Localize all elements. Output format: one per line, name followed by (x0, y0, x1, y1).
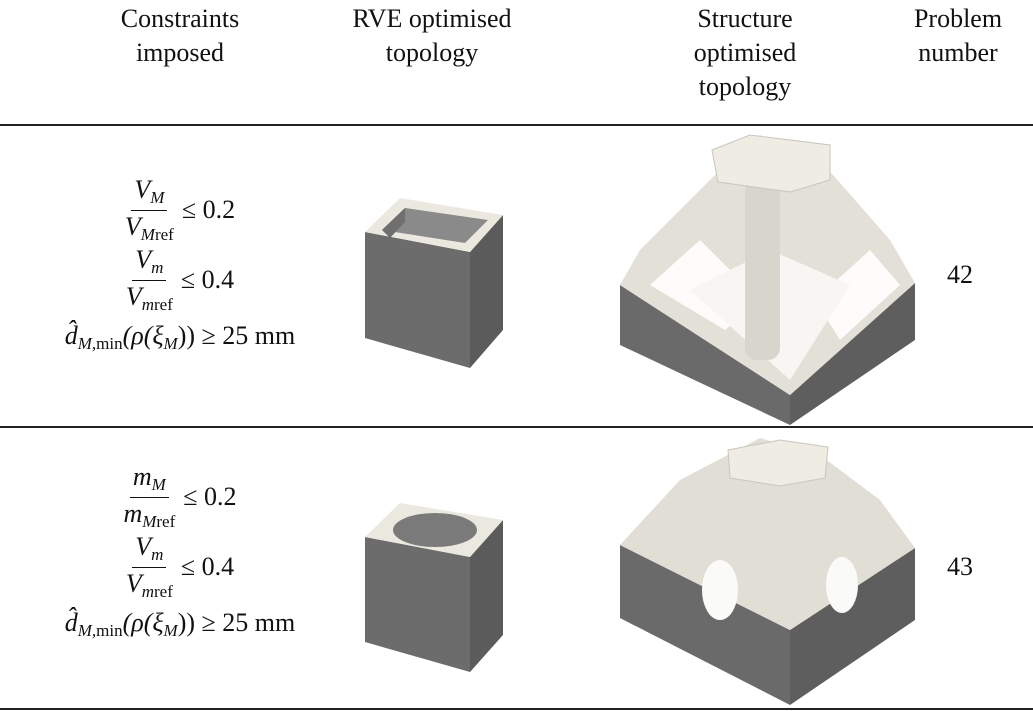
subscript: m (151, 545, 164, 564)
constraint: Vm Vmref ≤ 0.4 (126, 245, 234, 315)
rule (0, 124, 1033, 126)
column-header: Structure optimised topology (694, 2, 797, 104)
symbol: (ρ(ξ (122, 321, 164, 350)
numerator: Vm (132, 245, 167, 281)
rve-cube-2 (365, 503, 503, 672)
rule (0, 708, 1033, 710)
denominator: mMref (123, 498, 175, 532)
column-header: Constraints imposed (121, 2, 239, 70)
denominator: VMref (125, 211, 174, 245)
subscript-part: ref (156, 512, 176, 531)
subscript: M (151, 475, 166, 494)
numerator: VM (131, 175, 168, 211)
subscript: M (150, 188, 165, 207)
constraint: VM VMref ≤ 0.2 (125, 175, 235, 245)
subscript: Mref (142, 512, 175, 531)
subscript-part: ref (154, 582, 173, 601)
constraints: mM mMref ≤ 0.2 Vm Vmref ≤ 0.4 d̂M,min(ρ(ξM)) ≥… (0, 462, 360, 641)
fraction: VM VMref (125, 175, 174, 245)
header-line: RVE optimised (352, 4, 512, 33)
subscript-part: M (140, 225, 155, 244)
symbol: d̂ (64, 608, 78, 637)
symbol: V (135, 532, 152, 561)
subscript: M,min (77, 334, 123, 353)
header-line: Constraints (120, 4, 240, 33)
numerator: Vm (132, 532, 167, 568)
structure-1 (620, 134, 915, 425)
symbol: V (125, 569, 142, 598)
symbol: V (125, 282, 142, 311)
subscript: M,min (77, 621, 123, 640)
numerator: mM (129, 462, 169, 498)
header-line: Structure (697, 4, 793, 33)
subscript-part: M (142, 512, 157, 531)
header-line: imposed (135, 38, 225, 67)
symbol: V (134, 175, 151, 204)
subscript: m (151, 258, 164, 277)
symbol: (ρ(ξ (122, 608, 164, 637)
problem-number: 42 (947, 260, 973, 289)
subscript-part: ref (154, 225, 174, 244)
fraction: Vm Vmref (126, 532, 173, 602)
constraint: d̂M,min(ρ(ξM)) ≥ 25 mm (65, 321, 296, 354)
relation: ≤ 0.4 (180, 552, 235, 581)
fraction: mM mMref (123, 462, 175, 532)
relation: ≤ 0.2 (181, 195, 236, 224)
symbol: V (135, 245, 152, 274)
subscript-part: m (141, 295, 154, 314)
symbol: d̂ (64, 321, 78, 350)
header-line: Problem (913, 4, 1003, 33)
fraction: Vm Vmref (126, 245, 173, 315)
header-line: optimised (693, 38, 797, 67)
rule (0, 426, 1033, 428)
column-header: Problem number (914, 2, 1002, 70)
subscript: M (163, 334, 178, 353)
subscript: mref (142, 582, 173, 601)
subscript-part: ref (154, 295, 173, 314)
symbol: m (123, 499, 143, 528)
relation: )) ≥ 25 mm (177, 608, 296, 637)
subscript-part: m (141, 582, 154, 601)
header-line: topology (698, 72, 792, 101)
denominator: Vmref (126, 568, 173, 602)
subscript: M (163, 621, 178, 640)
constraint: Vm Vmref ≤ 0.4 (126, 532, 234, 602)
symbol: m (132, 462, 152, 491)
header-line: number (918, 38, 998, 67)
constraint: d̂M,min(ρ(ξM)) ≥ 25 mm (65, 608, 296, 641)
denominator: Vmref (126, 281, 173, 315)
constraints: VM VMref ≤ 0.2 Vm Vmref ≤ 0.4 d̂M,min(ρ(ξM)) ≥… (0, 175, 360, 354)
column-header: RVE optimised topology (353, 2, 512, 70)
relation: )) ≥ 25 mm (177, 321, 296, 350)
problem-number: 43 (947, 552, 973, 581)
relation: ≤ 0.4 (180, 265, 235, 294)
rve-cube-1 (365, 198, 503, 368)
subscript: Mref (141, 225, 174, 244)
subscript: mref (142, 295, 173, 314)
header-line: topology (385, 38, 479, 67)
structure-2 (620, 438, 915, 705)
constraint: mM mMref ≤ 0.2 (123, 462, 236, 532)
symbol: V (124, 212, 141, 241)
relation: ≤ 0.2 (183, 482, 237, 511)
